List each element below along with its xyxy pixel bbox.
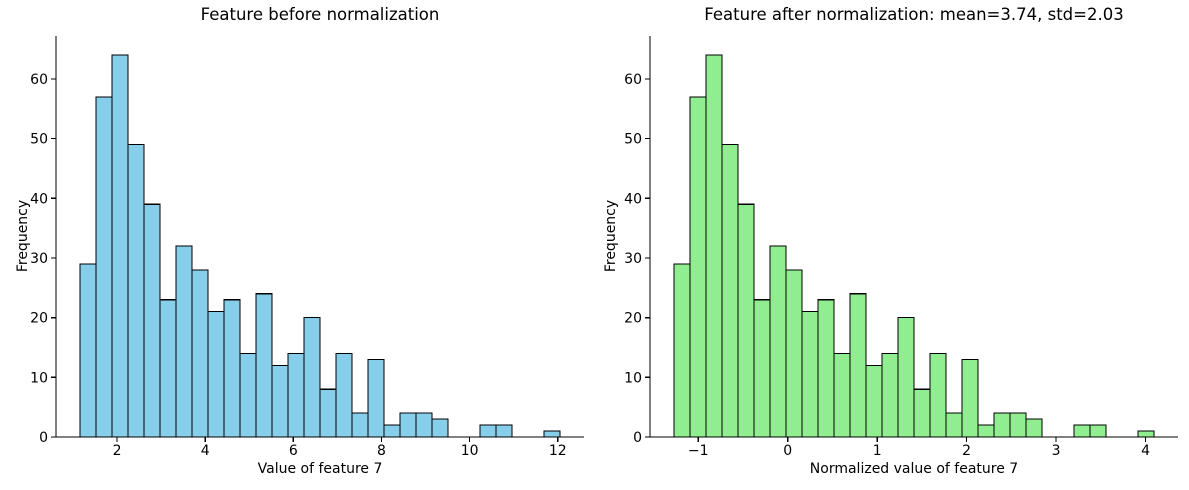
- x-tick-label: 1: [873, 443, 882, 459]
- histogram-bar: [1137, 430, 1155, 438]
- y-tick-label: 50: [30, 132, 48, 148]
- y-tick-label: 60: [30, 72, 48, 88]
- x-tick-label: 3: [1052, 443, 1061, 459]
- x-tick-label: 4: [201, 443, 210, 459]
- y-tick-label: 40: [30, 191, 48, 207]
- y-tick-label: 10: [624, 370, 642, 386]
- x-tick-label: 6: [289, 443, 298, 459]
- x-tick-label: 2: [962, 443, 971, 459]
- bars-group: [79, 54, 561, 438]
- histogram-bar: [769, 245, 787, 438]
- x-tick-label: 10: [461, 443, 479, 459]
- x-tick-label: 0: [783, 443, 792, 459]
- histogram-bar: [865, 364, 883, 438]
- histogram-bar: [705, 54, 723, 438]
- y-tick-label: 50: [624, 132, 642, 148]
- y-tick-label: 0: [39, 430, 48, 446]
- histogram-bar: [801, 311, 819, 438]
- plot-title-after: Feature after normalization: mean=3.74, …: [704, 5, 1124, 24]
- x-tick-label: −1: [688, 443, 709, 459]
- y-tick-label: 10: [30, 370, 48, 386]
- histogram-bar: [929, 352, 947, 438]
- x-tick-label: 2: [113, 443, 122, 459]
- histogram-bar: [961, 358, 979, 438]
- x-tick-label: 4: [1141, 443, 1150, 459]
- y-axis-label-after: Frequency: [603, 199, 619, 273]
- y-tick-label: 60: [624, 72, 642, 88]
- y-tick-label: 0: [633, 430, 642, 446]
- histogram-bar: [833, 352, 851, 438]
- histogram-bar: [881, 352, 899, 438]
- y-tick-label: 30: [30, 251, 48, 267]
- histogram-bar: [849, 293, 867, 438]
- histogram-bar: [753, 299, 771, 438]
- histogram-bar: [913, 388, 931, 438]
- bars-group: [673, 54, 1155, 438]
- histogram-bar: [945, 412, 963, 438]
- axes-area: 2 4 6 8 10 12 0 10 20 30 40 50 60: [30, 36, 584, 459]
- histogram-bar: [817, 299, 835, 438]
- histogram-bar: [1073, 424, 1091, 438]
- histogram-bar: [977, 424, 995, 438]
- histogram-bar: [993, 412, 1011, 438]
- histogram-bar: [1089, 424, 1107, 438]
- histogram-bar: [897, 317, 915, 438]
- x-tick-label: 8: [377, 443, 386, 459]
- y-axis-label-before: Frequency: [15, 199, 31, 273]
- x-axis-label-before: Value of feature 7: [257, 461, 383, 477]
- histogram-bar: [785, 269, 803, 438]
- histogram-bar: [1009, 412, 1027, 438]
- histogram-bar: [1025, 418, 1043, 438]
- histogram-bar: [737, 203, 755, 438]
- histogram-bar: [721, 144, 739, 438]
- plot-title-before: Feature before normalization: [200, 5, 440, 24]
- histogram-bar: [689, 96, 707, 438]
- y-tick-label: 40: [624, 191, 642, 207]
- y-tick-label: 20: [624, 311, 642, 327]
- histogram-bar: [673, 263, 691, 438]
- x-tick-label: 12: [549, 443, 567, 459]
- y-tick-label: 20: [30, 311, 48, 327]
- x-axis-label-after: Normalized value of feature 7: [809, 461, 1019, 477]
- y-tick-label: 30: [624, 251, 642, 267]
